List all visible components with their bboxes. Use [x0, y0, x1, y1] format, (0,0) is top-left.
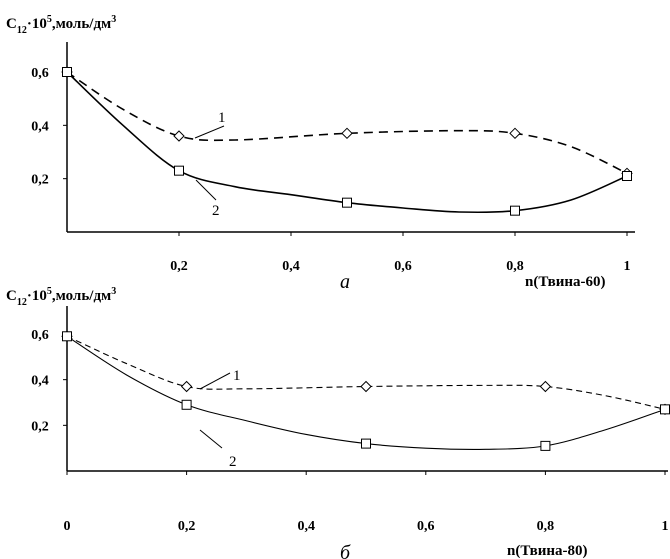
callout-line — [199, 372, 231, 390]
chart-panel-2: 0,6 0,4 0,2 0 0,2 0,4 0,6 0,8 1 C12·105,моль/дм3 n… — [6, 286, 670, 559]
chart-panel-1: 0,6 0,4 0,2 0,2 0,4 0,6 0,8 1 C12·105,моль/дм3 n(… — [6, 14, 635, 293]
panel-label: б — [340, 542, 351, 559]
data-point-diamond — [180, 380, 193, 393]
callout-line — [199, 429, 223, 449]
series-line-1 — [66, 71, 628, 175]
data-point-square — [174, 165, 184, 176]
x-tick-label: 0,6 — [417, 519, 435, 534]
series-line-2 — [66, 71, 628, 214]
panel-label: а — [340, 271, 350, 293]
x-tick-label: 0,2 — [170, 259, 188, 274]
callout-line — [195, 179, 217, 201]
series-line-1 — [66, 335, 666, 410]
x-tick-label: 1 — [662, 519, 669, 534]
data-point-square — [361, 438, 371, 449]
data-point-square — [510, 205, 520, 216]
data-point-diamond — [360, 380, 372, 393]
series-label: 2 — [229, 454, 237, 470]
x-tick-label: 0,4 — [297, 519, 315, 534]
x-tick-label: 0,8 — [537, 519, 555, 534]
x-tick-label: 1 — [624, 259, 631, 274]
data-point-diamond — [341, 127, 353, 140]
x-axis-label: n(Твина-60) — [525, 274, 605, 290]
y-tick-label: 0,2 — [31, 173, 49, 188]
series-label: 2 — [212, 203, 220, 219]
x-axis-label: n(Твина-80) — [507, 543, 587, 559]
y-axis-label: C12·105,моль/дм3 — [6, 14, 116, 36]
y-tick-label: 0,6 — [31, 328, 49, 343]
y-tick-label: 0,2 — [31, 419, 49, 434]
data-point-diamond — [173, 130, 185, 142]
series-label: 1 — [218, 110, 226, 126]
x-tick-label: 0,4 — [282, 259, 300, 274]
data-point-diamond — [509, 127, 521, 140]
x-tick-label: 0 — [64, 519, 71, 534]
data-point-square — [62, 67, 72, 77]
data-point-square — [181, 399, 192, 410]
y-tick-label: 0,4 — [31, 119, 49, 134]
x-tick-label: 0,6 — [394, 259, 412, 274]
data-point-square — [540, 440, 551, 451]
callout-line — [194, 125, 225, 139]
data-point-square — [622, 171, 632, 181]
data-point-diamond — [539, 380, 552, 393]
series-line-2 — [66, 335, 666, 450]
x-tick-label: 0,8 — [506, 259, 524, 274]
data-point-square — [62, 331, 72, 342]
data-point-square — [342, 197, 352, 208]
data-point-square — [660, 404, 670, 415]
y-tick-label: 0,6 — [31, 66, 49, 81]
y-axis-label: C12·105,моль/дм3 — [6, 286, 116, 308]
x-tick-label: 0,2 — [178, 519, 196, 534]
series-label: 1 — [233, 368, 241, 384]
y-tick-label: 0,4 — [31, 374, 49, 389]
